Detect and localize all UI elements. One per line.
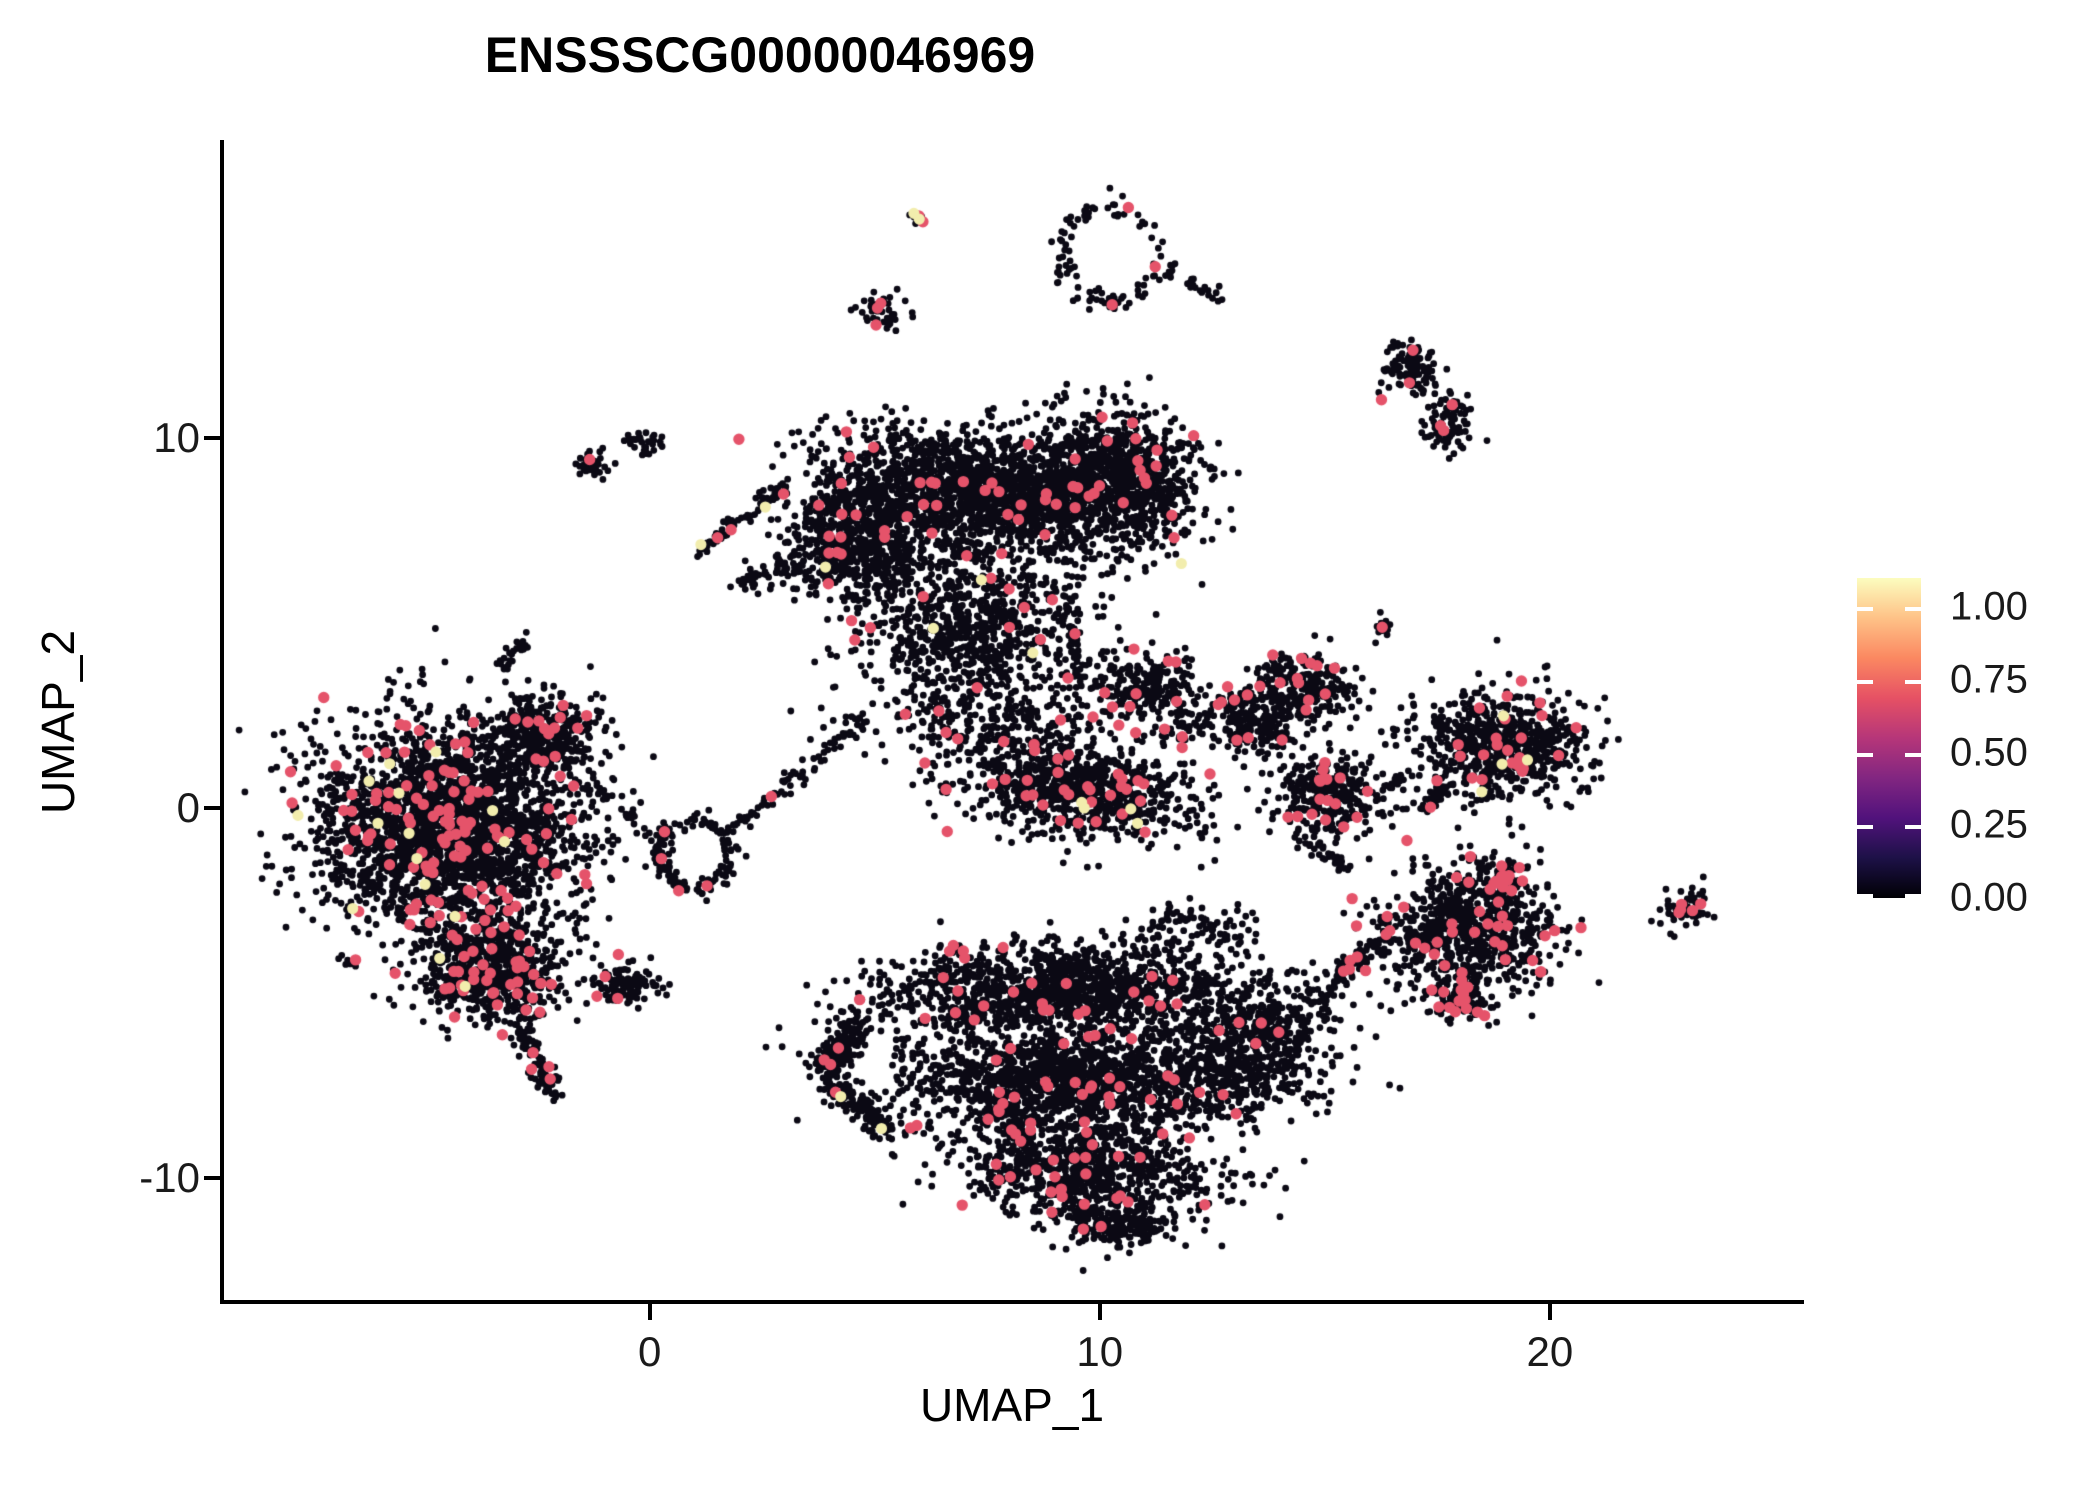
- colorbar-gradient: [1857, 578, 1921, 898]
- x-tick-mark: [1097, 1304, 1102, 1320]
- colorbar-tick-mark: [1857, 894, 1873, 898]
- y-tick-label: -10: [139, 1154, 200, 1202]
- x-tick-mark: [647, 1304, 652, 1320]
- colorbar-tick-label: 0.00: [1950, 875, 2028, 920]
- colorbar-tick-mark: [1857, 679, 1873, 684]
- colorbar-tick-mark: [1857, 825, 1873, 830]
- y-tick-label: 10: [153, 414, 200, 461]
- colorbar-tick-label: 0.25: [1950, 802, 2028, 847]
- colorbar-tick-label: 0.50: [1950, 730, 2028, 775]
- y-tick-mark: [204, 1176, 220, 1181]
- colorbar-tick-mark: [1905, 894, 1921, 898]
- colorbar-tick-mark: [1905, 679, 1921, 684]
- colorbar-tick-label: 0.75: [1950, 657, 2028, 702]
- colorbar-tick-mark: [1905, 752, 1921, 757]
- colorbar-tick-mark: [1905, 607, 1921, 612]
- x-tick-label: 10: [1076, 1328, 1124, 1375]
- colorbar-tick-label: 1.00: [1950, 584, 2028, 629]
- x-tick-label: 20: [1526, 1328, 1574, 1375]
- x-axis-line: [220, 1300, 1804, 1304]
- x-tick-label: 0: [637, 1328, 662, 1375]
- y-axis-title: UMAP_2: [32, 629, 84, 815]
- colorbar-tick-mark: [1857, 752, 1873, 757]
- colorbar-tick-mark: [1857, 607, 1873, 612]
- colorbar-tick-mark: [1905, 825, 1921, 830]
- plot-title: ENSSSCG00000046969: [484, 27, 1036, 83]
- x-tick-mark: [1547, 1304, 1552, 1320]
- x-axis-title: UMAP_1: [919, 1379, 1105, 1431]
- y-axis-line: [220, 140, 224, 1304]
- y-tick-mark: [204, 806, 220, 811]
- y-tick-mark: [204, 436, 220, 440]
- y-tick-label: 0: [176, 784, 200, 832]
